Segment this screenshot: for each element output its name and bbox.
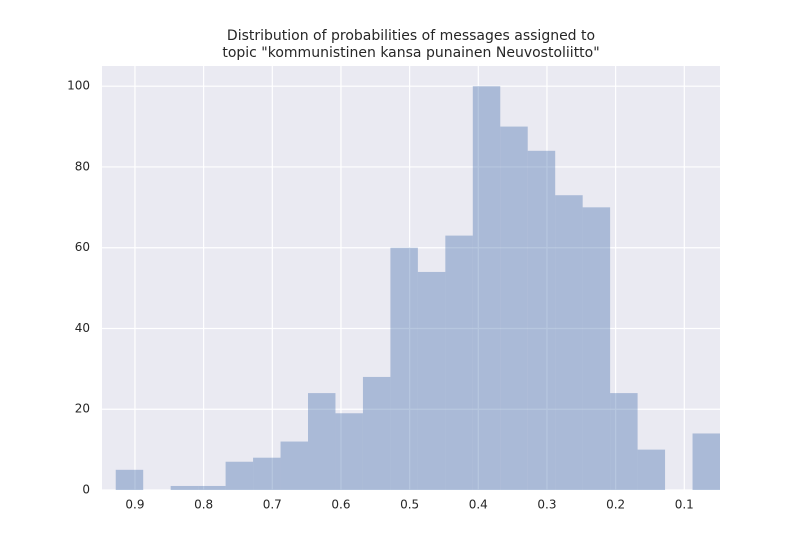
x-tick-label: 0.6 <box>331 498 350 512</box>
bar <box>527 150 556 491</box>
bar <box>253 457 281 490</box>
chart-title: Distribution of probabilities of message… <box>222 28 599 61</box>
bar <box>500 126 528 491</box>
bar <box>610 393 638 490</box>
bar <box>308 393 336 490</box>
y-tick-label: 0 <box>82 483 90 497</box>
x-tick-label: 0.7 <box>263 498 282 512</box>
bar <box>335 413 363 490</box>
bar <box>417 271 446 490</box>
x-tick-label: 0.3 <box>537 498 556 512</box>
x-tick-label: 0.8 <box>194 498 213 512</box>
bar <box>198 485 226 490</box>
bar <box>637 449 666 490</box>
bar <box>362 376 391 490</box>
x-tick-label: 0.2 <box>606 498 625 512</box>
y-tick-label: 100 <box>67 79 90 93</box>
bar <box>692 433 720 490</box>
y-tick-label: 60 <box>75 240 90 254</box>
bar <box>445 235 473 490</box>
bar <box>225 461 254 490</box>
bar <box>280 441 308 490</box>
plot-background <box>102 66 720 490</box>
x-tick-label: 0.9 <box>125 498 144 512</box>
x-tick-label: 0.5 <box>400 498 419 512</box>
x-tick-label: 0.1 <box>675 498 694 512</box>
bar <box>115 469 144 490</box>
y-tick-label: 80 <box>75 159 90 173</box>
bar <box>555 195 583 490</box>
bar <box>170 485 199 490</box>
bar <box>472 86 501 490</box>
y-tick-label: 20 <box>75 402 90 416</box>
y-tick-label: 40 <box>75 321 90 335</box>
x-tick-label: 0.4 <box>469 498 488 512</box>
bar <box>582 207 611 491</box>
bar <box>390 247 418 490</box>
